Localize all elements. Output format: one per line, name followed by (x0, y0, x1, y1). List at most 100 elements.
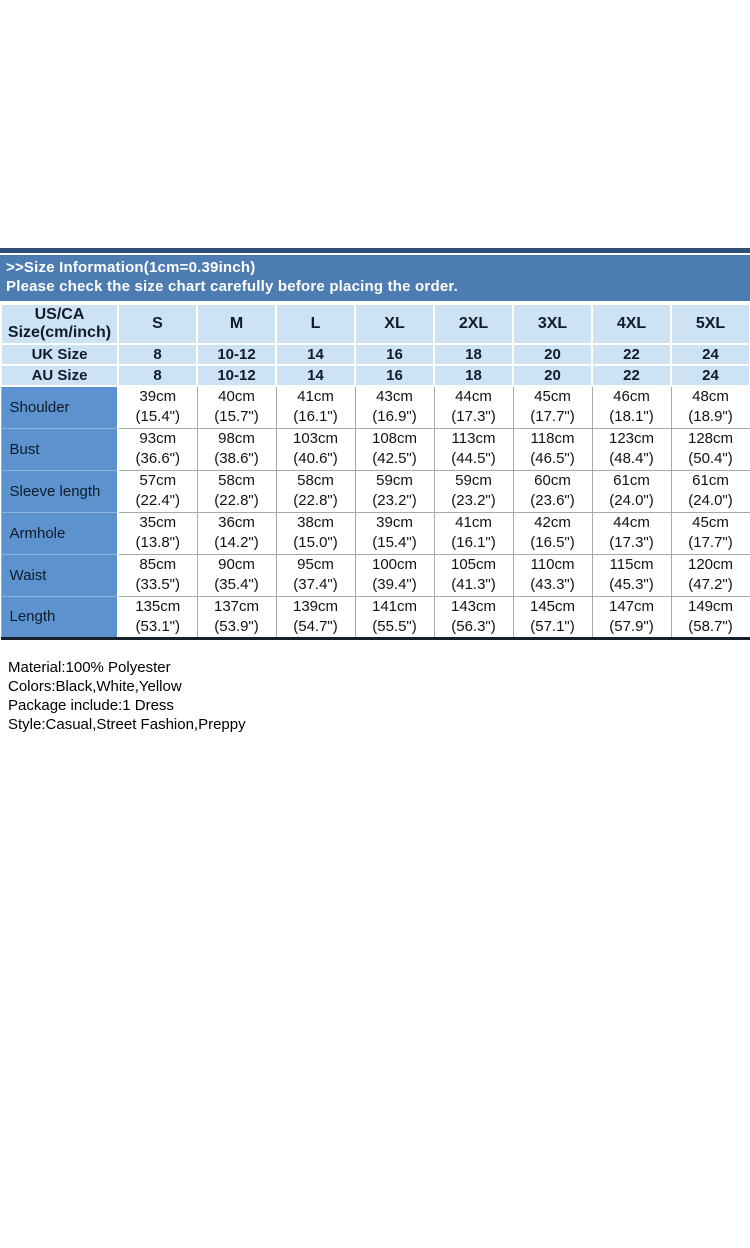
measurement-row-bust: Bust 93cm (36.6") 98cm (38.6") 103cm (40.6"… (0, 427, 750, 471)
value-cm: 61cm (692, 472, 729, 489)
measurement-cell: 46cm (18.1") (591, 385, 672, 429)
measurement-cell: 48cm (18.9") (670, 385, 750, 429)
measurement-cell: 40cm (15.7") (196, 385, 277, 429)
value-cm: 59cm (376, 472, 413, 489)
value-cm: 100cm (371, 556, 418, 573)
au-size-label: AU Size (0, 364, 119, 387)
value-cm: 40cm (218, 388, 255, 406)
measurement-cell: 98cm (38.6") (196, 427, 277, 471)
row-label-armhole: Armhole (0, 511, 119, 555)
value-inch: (47.2") (688, 576, 733, 593)
value-inch: (54.7") (293, 617, 338, 635)
value-cm: 145cm (529, 597, 576, 615)
measurement-cell: 61cm (24.0") (670, 469, 750, 513)
measurement-cell: 120cm (47.2") (670, 553, 750, 597)
measurement-cell: 128cm (50.4") (670, 427, 750, 471)
row-label-shoulder: Shoulder (0, 385, 119, 429)
value-inch: (37.4") (293, 576, 338, 593)
value-inch: (44.5") (451, 450, 496, 467)
value-cm: 139cm (292, 597, 339, 615)
detail-colors: Colors:Black,White,Yellow (8, 677, 182, 695)
value-cm: 61cm (613, 472, 650, 489)
row-label-sleeve-length: Sleeve length (0, 469, 119, 513)
value-cm: 59cm (455, 472, 492, 489)
value-cm: 41cm (455, 514, 492, 531)
measurement-cell: 57cm (22.4") (117, 469, 198, 513)
value-cm: 58cm (218, 472, 255, 489)
corner-line2: Size(cm/inch) (7, 324, 112, 341)
value-cm: 147cm (608, 597, 655, 615)
value-cm: 41cm (297, 388, 334, 406)
au-size-value: 8 (117, 364, 198, 387)
value-inch: (16.1") (451, 534, 496, 551)
value-inch: (24.0") (609, 492, 654, 509)
value-cm: 115cm (609, 556, 654, 573)
measurement-cell: 39cm (15.4") (354, 511, 435, 555)
size-header-s: S (117, 303, 198, 345)
uk-size-value: 10-12 (196, 343, 277, 366)
measurement-cell: 45cm (17.7") (670, 511, 750, 555)
value-inch: (18.1") (609, 408, 654, 426)
uk-size-row: UK Size 8 10-12 14 16 18 20 22 24 (0, 343, 750, 366)
row-label-length: Length (0, 595, 119, 640)
measurement-cell: 118cm (46.5") (512, 427, 593, 471)
measurement-cell: 115cm (45.3") (591, 553, 672, 597)
value-inch: (48.4") (609, 450, 654, 467)
measurement-cell: 110cm (43.3") (512, 553, 593, 597)
measurement-cell: 145cm (57.1") (512, 595, 593, 640)
measurement-cell: 36cm (14.2") (196, 511, 277, 555)
value-inch: (16.5") (530, 534, 575, 551)
value-cm: 103cm (292, 430, 339, 447)
size-header-2xl: 2XL (433, 303, 514, 345)
measurement-cell: 93cm (36.6") (117, 427, 198, 471)
measurement-cell: 61cm (24.0") (591, 469, 672, 513)
measurement-cell: 39cm (15.4") (117, 385, 198, 429)
value-inch: (23.2") (372, 492, 417, 509)
value-inch: (17.7") (530, 408, 575, 426)
row-label-bust: Bust (0, 427, 119, 471)
measurement-cell: 58cm (22.8") (196, 469, 277, 513)
size-header-5xl: 5XL (670, 303, 750, 345)
value-cm: 128cm (687, 430, 734, 447)
value-inch: (22.8") (293, 492, 338, 509)
value-cm: 149cm (687, 597, 734, 615)
value-inch: (57.1") (530, 617, 575, 635)
value-inch: (41.3") (451, 576, 496, 593)
value-cm: 105cm (450, 556, 497, 573)
value-inch: (22.4") (135, 492, 180, 509)
value-inch: (14.2") (214, 534, 259, 551)
value-inch: (23.6") (530, 492, 575, 509)
measurement-cell: 38cm (15.0") (275, 511, 356, 555)
value-cm: 95cm (297, 556, 334, 573)
au-size-row: AU Size 8 10-12 14 16 18 20 22 24 (0, 364, 750, 387)
measurement-cell: 143cm (56.3") (433, 595, 514, 640)
value-cm: 43cm (376, 388, 413, 406)
value-cm: 45cm (534, 388, 571, 406)
value-inch: (45.3") (609, 576, 654, 593)
value-inch: (50.4") (688, 450, 733, 467)
row-label-waist: Waist (0, 553, 119, 597)
value-cm: 38cm (297, 514, 334, 531)
au-size-value: 16 (354, 364, 435, 387)
measurement-row-shoulder: Shoulder 39cm (15.4") 40cm (15.7") 41cm (16… (0, 385, 750, 429)
value-cm: 137cm (213, 597, 260, 615)
value-inch: (23.2") (451, 492, 496, 509)
value-cm: 118cm (530, 430, 575, 447)
measurement-row-sleeve-length: Sleeve length 57cm (22.4") 58cm (22.8") 58… (0, 469, 750, 513)
value-cm: 90cm (218, 556, 255, 573)
detail-package: Package include:1 Dress (8, 696, 174, 714)
value-inch: (36.6") (135, 450, 180, 467)
value-inch: (15.4") (135, 408, 180, 426)
size-header-m: M (196, 303, 277, 345)
uk-size-value: 20 (512, 343, 593, 366)
value-inch: (56.3") (451, 617, 496, 635)
measurement-cell: 141cm (55.5") (354, 595, 435, 640)
measurement-cell: 113cm (44.5") (433, 427, 514, 471)
measurement-cell: 137cm (53.9") (196, 595, 277, 640)
value-cm: 143cm (450, 597, 497, 615)
measurement-cell: 59cm (23.2") (433, 469, 514, 513)
value-cm: 39cm (139, 388, 177, 406)
measurement-cell: 43cm (16.9") (354, 385, 435, 429)
measurement-cell: 103cm (40.6") (275, 427, 356, 471)
measurement-cell: 35cm (13.8") (117, 511, 198, 555)
